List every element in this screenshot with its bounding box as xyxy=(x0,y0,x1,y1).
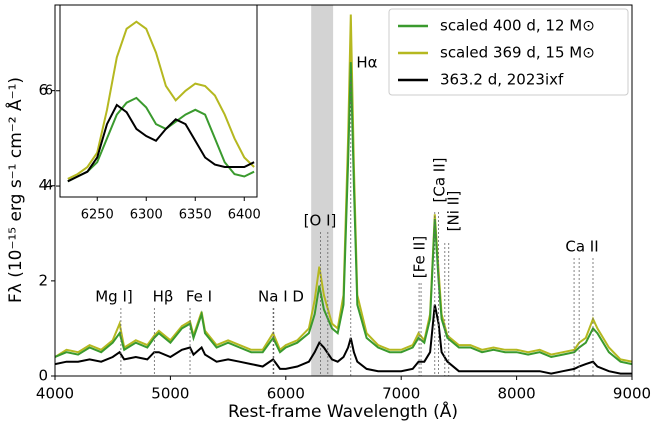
spectrum-line xyxy=(55,62,632,366)
plot-area xyxy=(55,5,632,376)
line-label: Mg I] xyxy=(95,288,133,306)
x-axis-label: Rest-frame Wavelength (Å) xyxy=(228,400,458,422)
x-tick-label: 6400 xyxy=(228,208,261,223)
legend-box xyxy=(388,8,629,96)
x-tick-label: 9000 xyxy=(613,385,651,403)
y-tick-label: 4 xyxy=(45,179,53,194)
y-tick-label: 4 xyxy=(38,176,48,194)
line-label: [Fe II] xyxy=(411,236,429,278)
y-tick-label: 6 xyxy=(38,81,48,99)
legend: scaled 400 d, 12 M⊙ scaled 369 d, 15 M⊙ 36… xyxy=(388,8,629,96)
x-tick-label: 4000 xyxy=(36,385,74,403)
y-axis-label: Fλ (10⁻¹⁵ erg s⁻¹ cm⁻² Å⁻¹) xyxy=(4,77,26,303)
spectrum-line xyxy=(67,103,255,183)
shaded-band xyxy=(311,5,334,376)
spectrum-line xyxy=(67,20,255,180)
plot-area xyxy=(67,20,255,183)
inset-frame xyxy=(59,4,258,198)
x-tick-label: 6000 xyxy=(267,385,305,403)
legend-label: scaled 400 d, 12 M⊙ xyxy=(440,17,595,35)
x-tick-label: 5000 xyxy=(151,385,189,403)
x-tick-label: 6250 xyxy=(81,208,114,223)
line-label: Ca II xyxy=(565,238,598,256)
y-tick-label: 2 xyxy=(38,271,48,289)
spectrum-line xyxy=(55,304,632,375)
x-tick-label: 6350 xyxy=(179,208,212,223)
line-label: Fe I xyxy=(186,288,212,306)
x-tick-label: 8000 xyxy=(498,385,536,403)
spectrum-line xyxy=(67,96,255,183)
line-label: Hα xyxy=(356,54,377,72)
line-label: [Ca II] xyxy=(431,158,449,203)
x-tick-label: 7000 xyxy=(382,385,420,403)
legend-label: 363.2 d, 2023ixf xyxy=(440,71,564,89)
line-label: [O I] xyxy=(304,212,337,230)
line-label: [Ni II] xyxy=(445,191,463,232)
x-tick-label: 6300 xyxy=(130,208,163,223)
y-tick-label: 0 xyxy=(38,367,48,385)
y-tick-label: 6 xyxy=(45,83,53,98)
axes-frame xyxy=(54,4,633,377)
line-label: Na I D xyxy=(258,288,304,306)
legend-label: scaled 369 d, 15 M⊙ xyxy=(440,44,595,62)
line-label: Hβ xyxy=(153,288,174,306)
